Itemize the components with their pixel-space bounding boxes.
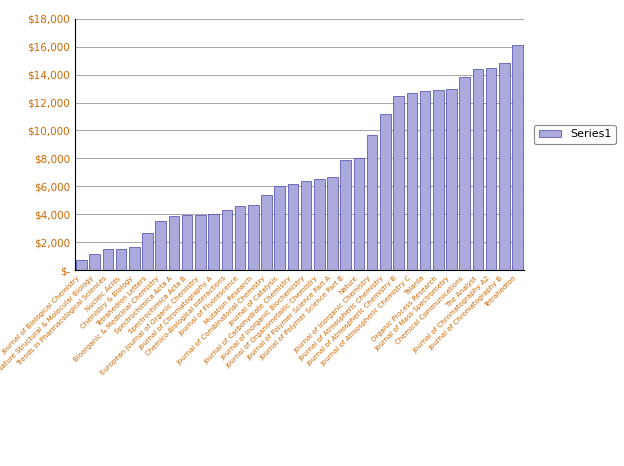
Bar — [327, 177, 338, 270]
Bar — [261, 195, 272, 270]
Bar — [129, 247, 140, 270]
Bar — [499, 63, 510, 270]
Bar — [89, 254, 100, 270]
Bar — [102, 249, 113, 270]
Bar — [380, 114, 391, 270]
Bar — [275, 186, 285, 270]
Bar — [222, 210, 232, 270]
Bar — [393, 96, 404, 270]
Legend: Series1: Series1 — [534, 125, 616, 144]
Bar — [182, 215, 192, 270]
Bar — [420, 91, 431, 270]
Bar — [116, 249, 127, 270]
Bar — [248, 205, 258, 270]
Bar — [301, 181, 311, 270]
Bar — [341, 160, 351, 270]
Bar — [433, 90, 444, 270]
Bar — [407, 93, 417, 270]
Bar — [314, 179, 324, 270]
Bar — [367, 135, 378, 270]
Bar — [512, 45, 523, 270]
Bar — [168, 216, 179, 270]
Bar — [288, 184, 298, 270]
Bar — [486, 68, 497, 270]
Bar — [195, 215, 206, 270]
Bar — [446, 89, 457, 270]
Bar — [155, 221, 166, 270]
Bar — [235, 206, 245, 270]
Bar — [354, 158, 364, 270]
Bar — [208, 214, 219, 270]
Bar — [472, 69, 483, 270]
Bar — [76, 260, 87, 270]
Bar — [142, 233, 153, 270]
Bar — [459, 77, 470, 270]
